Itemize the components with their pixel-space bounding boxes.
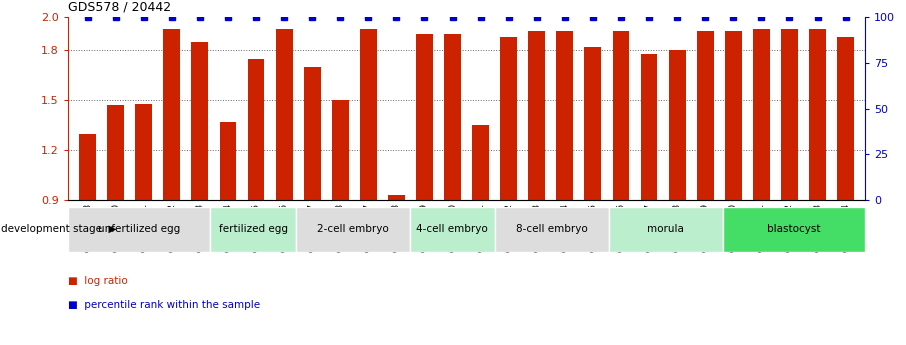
Text: 4-cell embryo: 4-cell embryo xyxy=(417,225,488,234)
Bar xyxy=(612,31,630,200)
Bar xyxy=(304,67,321,200)
Bar xyxy=(444,34,461,200)
Bar xyxy=(295,207,410,252)
Bar xyxy=(275,29,293,200)
Bar xyxy=(528,31,545,200)
Text: fertilized egg: fertilized egg xyxy=(218,225,287,234)
Bar xyxy=(495,207,609,252)
Bar xyxy=(837,37,854,200)
Bar xyxy=(641,54,658,200)
Bar xyxy=(416,34,433,200)
Bar xyxy=(697,31,714,200)
Bar xyxy=(135,104,152,200)
Text: morula: morula xyxy=(648,225,684,234)
Text: unfertilized egg: unfertilized egg xyxy=(98,225,180,234)
Text: 8-cell embryo: 8-cell embryo xyxy=(516,225,588,234)
Bar xyxy=(210,207,295,252)
Bar xyxy=(107,105,124,200)
Text: 2-cell embryo: 2-cell embryo xyxy=(317,225,389,234)
Bar xyxy=(79,134,96,200)
Bar xyxy=(360,29,377,200)
Bar xyxy=(410,207,495,252)
Bar xyxy=(247,59,265,200)
Bar xyxy=(556,31,573,200)
Bar xyxy=(725,31,742,200)
Text: blastocyst: blastocyst xyxy=(767,225,821,234)
Bar xyxy=(68,207,210,252)
Bar xyxy=(781,29,798,200)
Bar xyxy=(809,29,826,200)
Bar xyxy=(669,50,686,200)
Bar xyxy=(500,37,517,200)
Text: GDS578 / 20442: GDS578 / 20442 xyxy=(68,1,171,14)
Bar xyxy=(163,29,180,200)
Text: development stage  ▶: development stage ▶ xyxy=(1,225,116,234)
Bar xyxy=(388,195,405,200)
Bar xyxy=(609,207,723,252)
Bar xyxy=(723,207,865,252)
Bar xyxy=(753,29,770,200)
Bar xyxy=(191,42,208,200)
Text: ■  percentile rank within the sample: ■ percentile rank within the sample xyxy=(68,300,260,310)
Bar xyxy=(219,122,236,200)
Bar xyxy=(472,125,489,200)
Bar xyxy=(584,47,602,200)
Text: ■  log ratio: ■ log ratio xyxy=(68,276,128,286)
Bar xyxy=(332,100,349,200)
